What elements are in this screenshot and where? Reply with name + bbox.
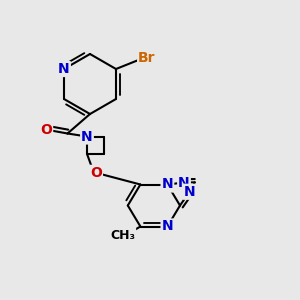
Text: N: N: [162, 178, 173, 191]
Text: N: N: [178, 176, 190, 190]
Text: N: N: [184, 185, 195, 199]
Text: N: N: [58, 62, 70, 76]
Text: O: O: [40, 123, 52, 137]
Text: CH₃: CH₃: [110, 229, 135, 242]
Text: O: O: [90, 166, 102, 180]
Text: N: N: [81, 130, 93, 143]
Text: Br: Br: [138, 52, 156, 65]
Text: N: N: [162, 220, 173, 233]
